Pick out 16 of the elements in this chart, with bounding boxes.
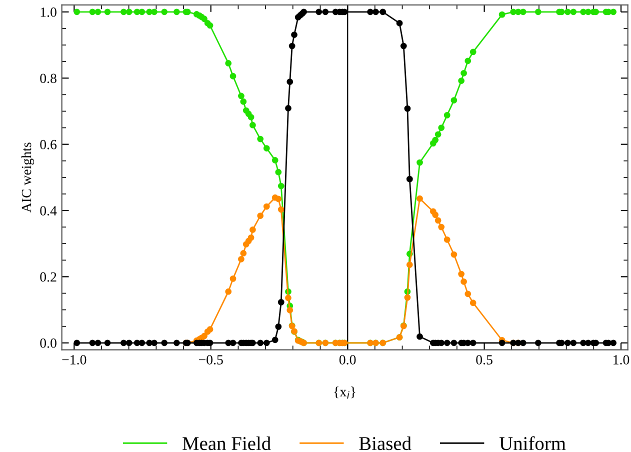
y-tick-label: 0.8	[40, 74, 56, 84]
y-axis-title: AIC weights	[21, 142, 34, 213]
x-axis-title: {x$_{i}$}	[334, 386, 356, 399]
legend-label: Biased	[359, 436, 412, 450]
legend-label: Uniform	[499, 436, 566, 450]
y-tick-label: 1.0	[40, 8, 56, 17]
x-tick-label: −1.0	[62, 355, 86, 365]
x-tick-label: 1.0	[614, 355, 630, 365]
y-tick-label: 0.6	[40, 140, 57, 150]
y-tick-label: 0.2	[40, 272, 56, 282]
legend-label: Mean Field	[182, 436, 271, 450]
x-tick-label: 0.0	[339, 355, 356, 365]
y-tick-label: 0.0	[40, 338, 56, 348]
x-tick-label: 0.5	[476, 355, 492, 365]
x-tick-label: −0.5	[198, 355, 223, 365]
y-tick-label: 0.4	[40, 206, 57, 216]
